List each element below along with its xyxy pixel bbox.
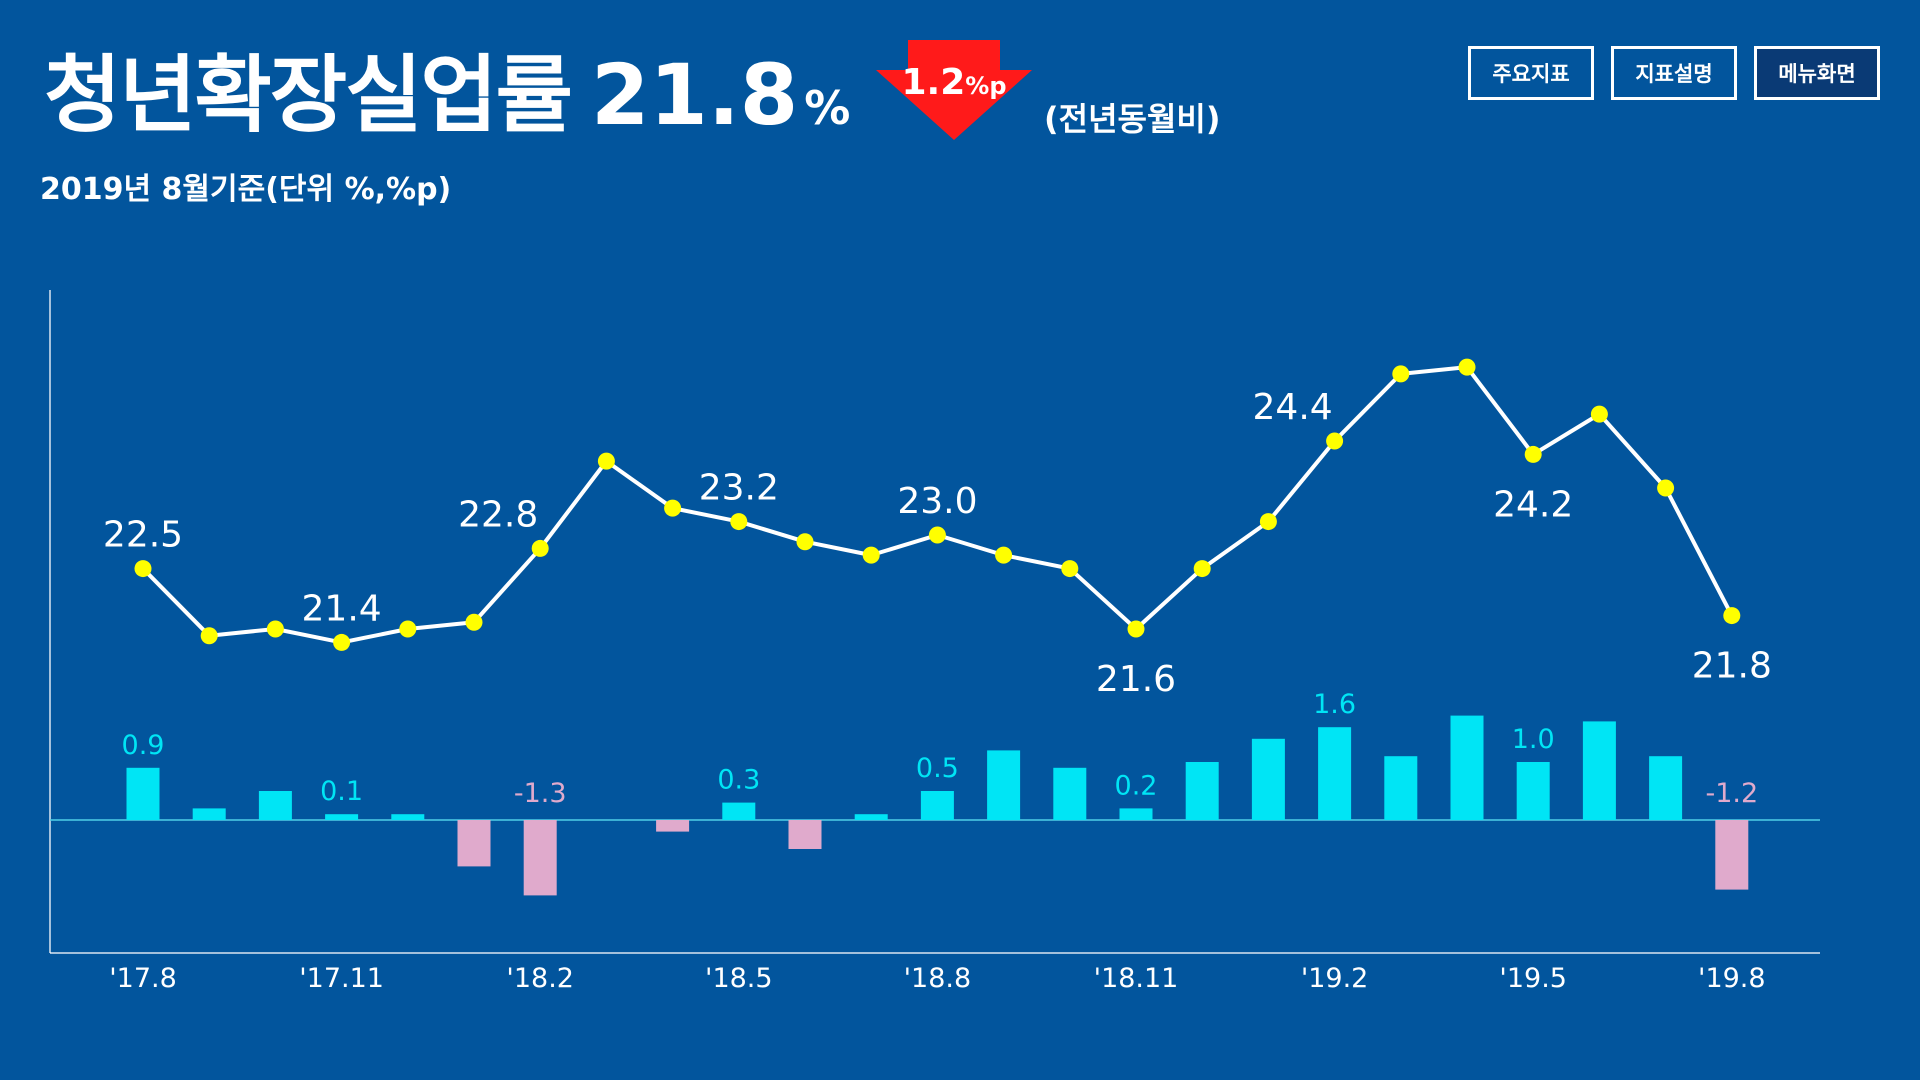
data-point: [1723, 607, 1741, 625]
data-point: [1524, 445, 1542, 463]
bar: [854, 814, 888, 820]
bar-label: 0.5: [916, 753, 959, 784]
subtitle: 2019년 8월기준(단위 %,%p): [40, 172, 452, 207]
change-number: 1.2: [901, 62, 966, 103]
data-point: [796, 533, 814, 551]
bar-label: 0.2: [1115, 770, 1158, 801]
data-point: [399, 620, 417, 638]
key-indicators-button[interactable]: 주요지표: [1468, 46, 1594, 100]
data-point: [200, 627, 218, 645]
bar: [656, 820, 690, 832]
bar: [1516, 762, 1550, 820]
bar-labels-layer: 0.9 0.1 -1.3 0.3 0.5 0.2 1.6 1.0 -1.2: [122, 689, 1759, 809]
bar: [1318, 727, 1352, 820]
x-tick-label: '18.5: [705, 963, 773, 994]
x-tick-label: '17.11: [299, 963, 384, 994]
bar: [1582, 721, 1616, 820]
data-point: [134, 560, 152, 578]
change-unit: %p: [965, 72, 1007, 100]
down-arrow-icon: [876, 40, 1032, 140]
bar-label: -1.3: [514, 778, 567, 809]
bar: [788, 820, 822, 849]
x-tick-label: '19.2: [1301, 963, 1369, 994]
bars-layer: [126, 715, 1749, 896]
data-point: [1458, 358, 1476, 376]
line-label: 21.4: [302, 588, 382, 629]
bar: [1384, 756, 1418, 820]
bar: [1450, 715, 1484, 820]
data-point: [1326, 432, 1344, 450]
page-title: 청년확장실업률: [44, 46, 573, 144]
data-point: [333, 633, 351, 651]
points-layer: [134, 358, 1741, 651]
indicator-description-button[interactable]: 지표설명: [1611, 46, 1737, 100]
bar: [325, 814, 359, 820]
x-tick-label: '18.2: [506, 963, 574, 994]
data-point: [1590, 405, 1608, 423]
bar: [1119, 808, 1153, 820]
bar-label: -1.2: [1705, 778, 1758, 809]
x-tick-label: '18.8: [904, 963, 972, 994]
data-point: [465, 613, 483, 631]
line-label: 21.6: [1096, 659, 1176, 700]
menu-button[interactable]: 메뉴화면: [1754, 46, 1880, 100]
bar: [126, 767, 160, 820]
data-point: [862, 546, 880, 564]
data-point: [1259, 513, 1277, 531]
data-point: [1061, 560, 1079, 578]
bar: [1185, 762, 1219, 820]
bar: [258, 791, 292, 820]
data-point: [1193, 560, 1211, 578]
bar-label: 1.6: [1313, 689, 1356, 720]
compare-label: (전년동월비): [1044, 100, 1221, 138]
data-point: [597, 452, 615, 470]
bar: [523, 820, 557, 896]
x-tick-label: '19.8: [1698, 963, 1766, 994]
line-label: 24.4: [1253, 387, 1333, 428]
data-point: [1657, 479, 1675, 497]
data-point: [1127, 620, 1145, 638]
line-label: 23.0: [897, 481, 977, 522]
data-point: [928, 526, 946, 544]
data-point: [995, 546, 1013, 564]
bar: [457, 820, 491, 867]
data-point: [531, 539, 549, 557]
change-value: 1.2%p: [876, 62, 1032, 103]
headline-value: 21.8: [590, 46, 799, 144]
line-label: 23.2: [699, 468, 779, 509]
bar-label: 0.3: [717, 765, 760, 796]
bar: [192, 808, 226, 820]
title-row: 청년확장실업률 21.8%: [44, 28, 850, 149]
line-label: 22.5: [103, 515, 183, 556]
headline-unit: %: [804, 81, 851, 135]
x-tick-label: '19.5: [1499, 963, 1567, 994]
x-tick-label: '17.8: [109, 963, 177, 994]
bar-label: 0.1: [320, 776, 363, 807]
bar: [722, 802, 756, 820]
data-point: [266, 620, 284, 638]
x-tick-label: '18.11: [1094, 963, 1179, 994]
bar: [1649, 756, 1683, 820]
bar: [1251, 738, 1285, 820]
bar: [391, 814, 425, 820]
line-labels-layer: 22.5 21.4 22.8 23.2 23.0 21.6 24.4 24.2 21.8: [103, 387, 1772, 700]
bar: [1715, 820, 1749, 890]
bar-label: 0.9: [122, 730, 165, 761]
x-ticks-layer: '17.8 '17.11 '18.2 '18.5 '18.8 '18.11 '19.2 '19…: [109, 963, 1765, 994]
bar: [920, 791, 954, 820]
line-label: 22.8: [458, 494, 538, 535]
bar-label: 1.0: [1512, 724, 1555, 755]
line-label: 24.2: [1493, 484, 1573, 525]
bar: [1053, 767, 1087, 820]
data-point: [1392, 365, 1410, 383]
data-point: [664, 499, 682, 517]
data-point: [730, 513, 748, 531]
bar: [987, 750, 1021, 820]
line-label: 21.8: [1692, 646, 1772, 687]
